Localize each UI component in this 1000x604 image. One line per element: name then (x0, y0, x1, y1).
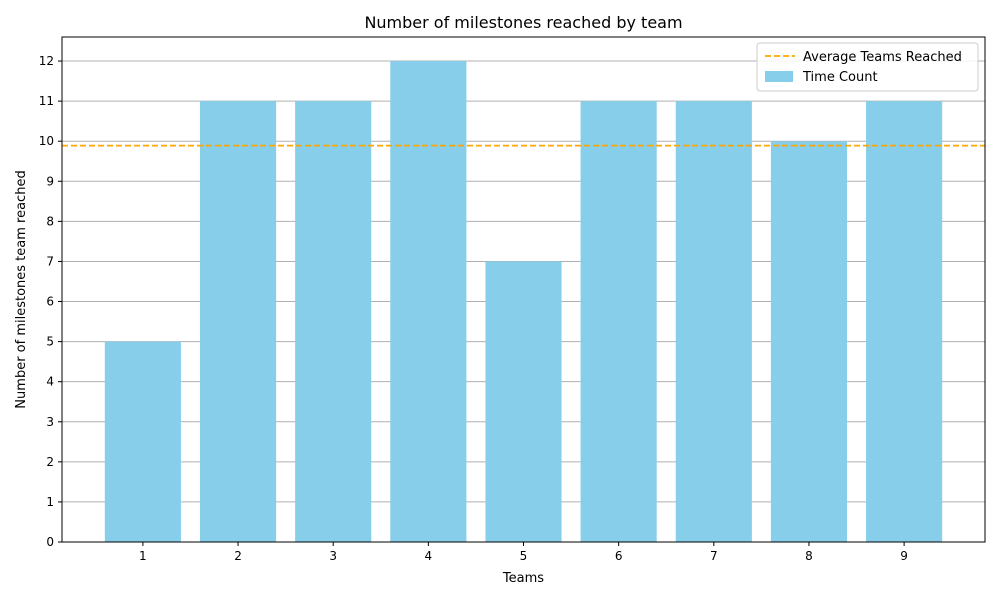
legend-label-average: Average Teams Reached (803, 50, 962, 65)
x-axis-ticks: 1 2 3 4 5 6 7 8 9 (139, 542, 908, 563)
bar-team-8 (770, 141, 848, 542)
bar-team-2 (199, 101, 277, 542)
y-tick-label: 4 (46, 375, 54, 389)
y-tick-label: 12 (39, 54, 54, 68)
bar-team-1 (104, 341, 181, 542)
legend-label-time-count: Time Count (802, 70, 878, 85)
bar-team-3 (295, 101, 372, 542)
y-tick-label: 3 (46, 415, 54, 429)
x-tick-label: 5 (520, 549, 528, 563)
x-tick-label: 7 (710, 549, 718, 563)
legend: Average Teams Reached Time Count (756, 42, 979, 92)
legend-box (756, 42, 979, 92)
x-tick-label: 3 (329, 549, 337, 563)
bar-team-5 (485, 261, 562, 542)
bars (104, 61, 943, 543)
y-tick-label: 6 (46, 295, 54, 309)
bar-team-6 (580, 101, 657, 542)
x-tick-label: 1 (139, 549, 147, 563)
bar-team-7 (675, 101, 752, 542)
x-tick-label: 2 (234, 549, 242, 563)
y-tick-label: 0 (46, 535, 54, 549)
y-axis-label: Number of milestones team reached (14, 170, 29, 408)
x-axis-label: Teams (502, 571, 544, 586)
x-tick-label: 4 (425, 549, 433, 563)
x-tick-label: 6 (615, 549, 623, 563)
y-tick-label: 11 (39, 94, 54, 108)
x-tick-label: 8 (805, 549, 813, 563)
y-tick-label: 10 (39, 134, 54, 148)
bar-team-4 (390, 61, 467, 543)
y-tick-label: 2 (46, 455, 54, 469)
chart-title: Number of milestones reached by team (364, 13, 682, 32)
y-tick-label: 1 (46, 495, 54, 509)
y-tick-label: 5 (46, 335, 54, 349)
x-tick-label: 9 (900, 549, 908, 563)
bar-team-9 (866, 101, 943, 542)
y-tick-label: 9 (46, 174, 54, 188)
y-tick-label: 7 (46, 254, 54, 268)
y-tick-label: 8 (46, 214, 54, 228)
legend-swatch-time-count (765, 71, 793, 82)
